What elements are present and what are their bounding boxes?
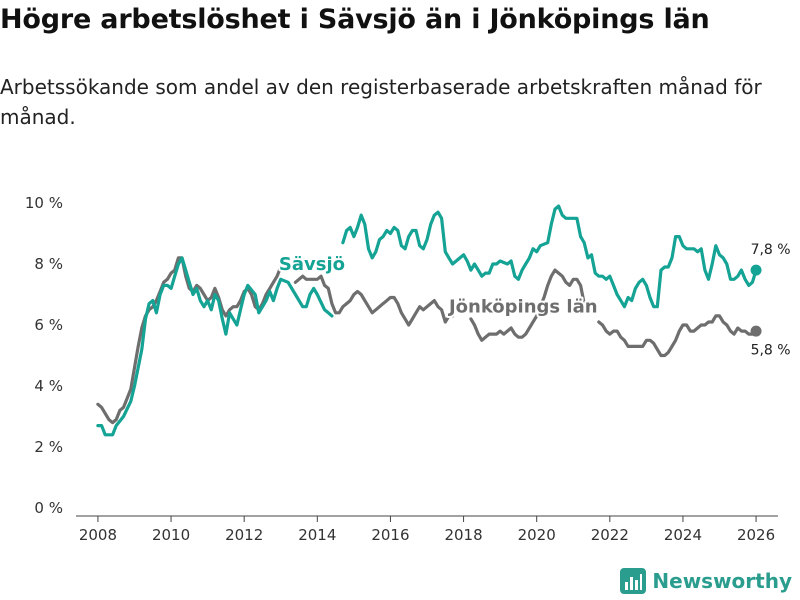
- chart-title: Högre arbetslöshet i Sävsjö än i Jönköpi…: [0, 4, 710, 35]
- x-tick-label: 2014: [298, 526, 336, 544]
- newsworthy-logo: Newsworthy: [620, 568, 792, 594]
- y-tick-label: 0 %: [34, 499, 63, 517]
- x-tick-label: 2010: [152, 526, 190, 544]
- series-line-jonkopings-lan: [96, 256, 758, 425]
- brand-name: Newsworthy: [652, 569, 792, 593]
- end-point-savsjo: [750, 264, 762, 276]
- plot-area: [96, 204, 762, 437]
- bar-chart-icon: [620, 568, 647, 594]
- y-tick-label: 8 %: [34, 255, 63, 273]
- end-point-jonkopings-lan: [750, 325, 762, 337]
- end-value-label-jonkopings-lan: 5,8 %: [751, 342, 791, 358]
- x-tick-label: 2008: [79, 526, 117, 544]
- x-tick-label: 2024: [664, 526, 702, 544]
- chart-subtitle: Arbetssökande som andel av den registerb…: [0, 75, 762, 129]
- x-tick-label: 2016: [371, 526, 409, 544]
- y-axis: 0 % 2 % 4 % 6 % 8 % 10 %: [25, 194, 63, 517]
- x-tick-label: 2020: [518, 526, 556, 544]
- x-tick-label: 2018: [444, 526, 482, 544]
- x-axis: 2008 2010 2012 2014 2016 2018 2020 2022 2024 2026: [76, 515, 778, 544]
- x-tick-label: 2026: [737, 526, 775, 544]
- series-labels: Sävsjö Jönköpings län 7,8 % 5,8 %: [277, 242, 791, 359]
- y-tick-label: 6 %: [34, 316, 63, 334]
- series-line-savsjo: [96, 204, 758, 437]
- y-tick-label: 10 %: [25, 194, 63, 212]
- y-tick-label: 4 %: [34, 377, 63, 395]
- series-label-jonkopings-lan: Jönköpings län: [447, 297, 598, 318]
- x-tick-label: 2012: [225, 526, 263, 544]
- end-value-label-savsjo: 7,8 %: [751, 242, 791, 258]
- x-tick-label: 2022: [591, 526, 629, 544]
- series-label-savsjo: Sävsjö: [279, 254, 345, 275]
- y-tick-label: 2 %: [34, 438, 63, 456]
